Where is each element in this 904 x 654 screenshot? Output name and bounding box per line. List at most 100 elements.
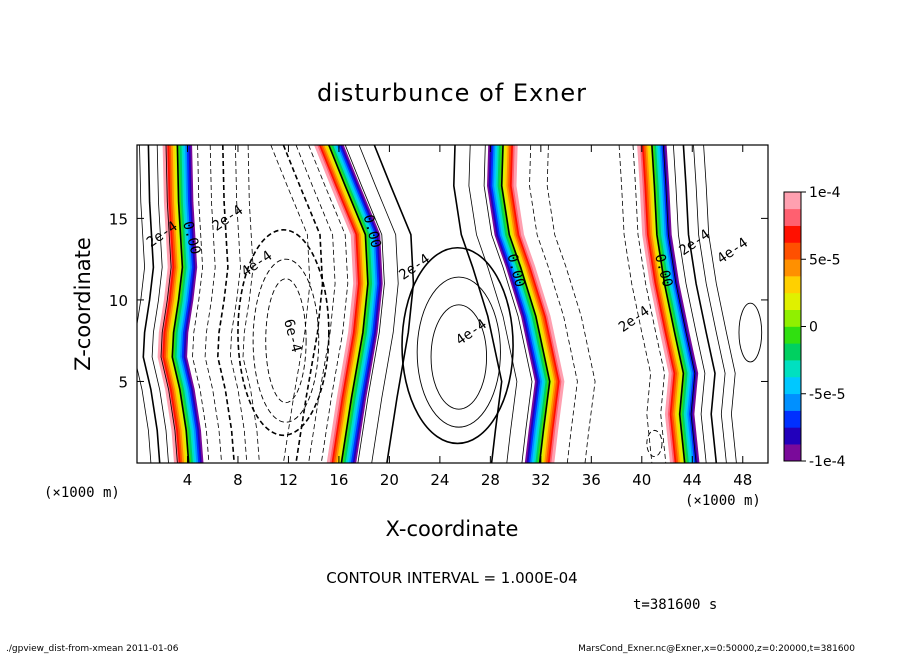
zero-line-2	[328, 145, 369, 463]
x-axis-label: X-coordinate	[386, 517, 519, 541]
band-2-6	[331, 145, 374, 463]
contour-minimum-2	[252, 258, 320, 423]
contour-minimum-1	[265, 278, 307, 404]
band-1-2	[182, 145, 202, 463]
band-2-11	[323, 145, 365, 463]
contour-b-negative-3	[282, 145, 324, 463]
zero-line-1	[171, 145, 190, 463]
contour-d-positive-4	[693, 145, 727, 463]
band-4-10	[647, 145, 684, 463]
contour-a-negative-1	[192, 145, 210, 463]
band-1-1	[184, 145, 204, 463]
band-2-2	[338, 145, 381, 463]
band-4-8	[651, 145, 688, 463]
contour-interval: CONTOUR INTERVAL = 1.000E-04	[326, 569, 577, 587]
contour-b-negative-2	[295, 145, 336, 463]
colorbar-swatch-4	[784, 393, 801, 411]
colorbar-swatch-11	[784, 276, 801, 294]
contour-a-negative-2	[204, 145, 222, 463]
x-tick-label-40: 40	[632, 471, 651, 489]
y-tick-label-5: 5	[118, 373, 128, 391]
colorbar-label-3: 0	[809, 320, 818, 336]
band-3-9	[501, 145, 553, 463]
colorbar-swatch-6	[784, 360, 801, 378]
y-tick-label-15: 15	[109, 210, 128, 228]
colorbar-swatch-5	[784, 376, 801, 395]
band-1-3	[180, 145, 200, 463]
band-3-15	[511, 145, 563, 463]
zero-contours	[171, 145, 686, 463]
band-4-4	[658, 145, 695, 463]
contour-d-negative-2	[618, 145, 653, 463]
colorbar-label-5: -1e-4	[809, 454, 846, 470]
zero-line-4	[651, 145, 686, 463]
colorbar-label-1: 1e-4	[809, 185, 841, 201]
y-unit-label: (×1000 m)	[44, 485, 120, 501]
band-1-8	[171, 145, 192, 463]
band-4-15	[638, 145, 675, 463]
contour-b-negative-1	[308, 145, 349, 463]
x-tick-label-12: 12	[279, 471, 298, 489]
y-axis-ticks: 5 10 15	[109, 210, 768, 391]
colorbar-swatch-7	[784, 343, 801, 361]
band-3-7	[497, 145, 549, 463]
contour-maximum-1	[430, 304, 488, 410]
band-2-16	[314, 145, 357, 463]
colorbar-swatch-12	[784, 259, 801, 277]
band-1-5	[177, 145, 197, 463]
band-4-16	[637, 145, 673, 463]
contour-a-negative-5	[242, 145, 260, 463]
colorbar-swatch-2	[784, 427, 801, 445]
colorbar-label-2: 5e-5	[809, 252, 840, 268]
band-3-4	[492, 145, 544, 463]
contour-d-positive-1	[662, 145, 697, 463]
band-3-10	[502, 145, 554, 463]
band-3-1	[487, 145, 538, 463]
band-1-11	[166, 145, 186, 463]
y-tick-label-10: 10	[109, 292, 128, 310]
band-4-13	[642, 145, 679, 463]
band-4-9	[649, 145, 686, 463]
band-2-12	[321, 145, 364, 463]
band-3-16	[513, 145, 565, 463]
colorbar: 1e-4 5e-5 0 -5e-5 -1e-4	[783, 185, 846, 470]
band-2-1	[340, 145, 383, 463]
contour-maximum-2	[416, 276, 501, 428]
band-1-14	[161, 145, 181, 463]
x-tick-label-44: 44	[683, 471, 702, 489]
contour-c-positive-2	[468, 145, 518, 463]
band-4-6	[654, 145, 691, 463]
x-tick-label-20: 20	[380, 471, 399, 489]
x-tick-label-24: 24	[430, 471, 449, 489]
band-group-3	[487, 145, 565, 463]
contour-minimum-3	[237, 228, 330, 437]
band-3-2	[488, 145, 540, 463]
contour-d-positive-3	[682, 145, 718, 463]
zero-line-3	[500, 145, 551, 463]
band-3-11	[504, 145, 556, 463]
band-3-5	[494, 145, 545, 463]
contour-d-positive-2	[673, 145, 707, 463]
x-tick-label-28: 28	[481, 471, 500, 489]
colorbar-swatch-16	[784, 192, 801, 210]
band-1-7	[173, 145, 193, 463]
band-4-12	[644, 145, 680, 463]
y-axis-label: Z-coordinate	[71, 237, 95, 371]
band-4-11	[646, 145, 682, 463]
plot-frame	[136, 144, 769, 464]
band-1-13	[162, 145, 183, 463]
band-2-14	[317, 145, 360, 463]
band-1-16	[157, 145, 177, 463]
band-1-10	[168, 145, 188, 463]
band-2-10	[324, 145, 367, 463]
x-tick-label-32: 32	[531, 471, 550, 489]
band-4-14	[640, 145, 677, 463]
time-label: t=381600 s	[633, 597, 717, 613]
band-2-3	[337, 145, 380, 463]
band-1-4	[178, 145, 199, 463]
band-2-7	[330, 145, 373, 463]
x-tick-label-8: 8	[233, 471, 243, 489]
contour-left-positive-3	[142, 145, 161, 463]
contour-a-negative-4	[229, 145, 248, 463]
